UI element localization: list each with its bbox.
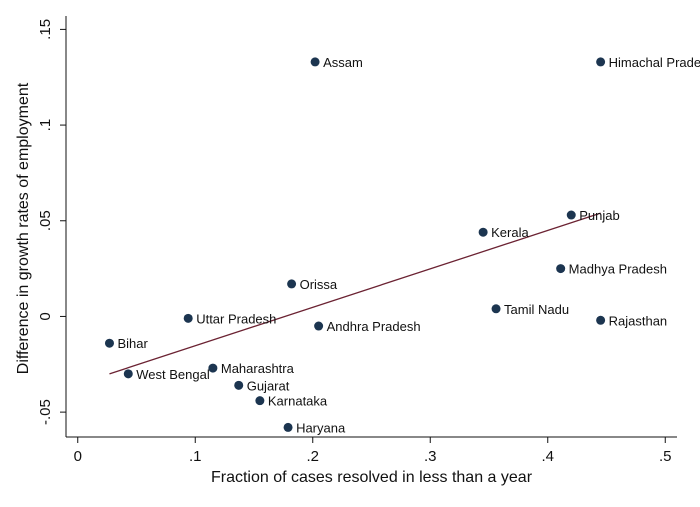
data-point-label: Punjab [579,208,619,223]
x-tick-label: .3 [424,448,437,465]
data-point [287,279,297,289]
data-point [183,313,193,323]
data-point [255,396,265,406]
data-point [234,380,244,390]
y-axis-title: Difference in growth rates of employment [15,82,32,374]
data-point-label: Karnataka [268,394,328,409]
data-point-label: Assam [323,55,363,70]
x-tick-label: .1 [189,448,202,465]
data-point-label: Andhra Pradesh [327,319,421,334]
y-tick-label: .1 [37,119,54,132]
x-tick-label: .4 [541,448,554,465]
data-point-label: Maharashtra [221,361,295,376]
data-point [123,369,133,379]
data-point [491,304,501,314]
data-point-label: Haryana [296,420,346,435]
data-point [104,338,114,348]
data-point-label: Rajasthan [609,313,668,328]
y-tick-label: .05 [37,210,54,231]
data-point-label: Orissa [300,277,338,292]
data-point-label: West Bengal [136,367,210,382]
data-point-label: Uttar Pradesh [196,311,276,326]
data-point [310,57,320,67]
fit-line [109,212,601,375]
y-tick-label: 0 [37,312,54,320]
data-point [556,264,566,274]
data-point-label: Madhya Pradesh [569,262,667,277]
y-tick-label: .15 [37,19,54,40]
x-tick-label: .5 [659,448,672,465]
data-point-label: Gujarat [247,378,290,393]
data-point [596,57,606,67]
data-point-label: Tamil Nadu [504,302,569,317]
y-tick-label: -.05 [37,399,54,425]
data-point [283,422,293,432]
data-points: Assam Himachal Pradesh Punjab Kerala Madhya … [104,55,700,435]
x-axis-title: Fraction of cases resolved in less than … [211,469,533,486]
data-point-label: Himachal Pradesh [609,55,700,70]
data-point [566,210,576,220]
x-tick-label: 0 [74,448,82,465]
data-point [208,363,218,373]
data-point [314,321,324,331]
data-point [478,227,488,237]
data-point [596,315,606,325]
data-point-label: Bihar [117,336,148,351]
data-point-label: Kerala [491,225,529,240]
x-tick-label: .2 [306,448,319,465]
fit-line-group [109,212,601,375]
axes: -.05 0 .05 .1 .15 0 .1 .2 .3 .4 .5 [37,16,677,465]
